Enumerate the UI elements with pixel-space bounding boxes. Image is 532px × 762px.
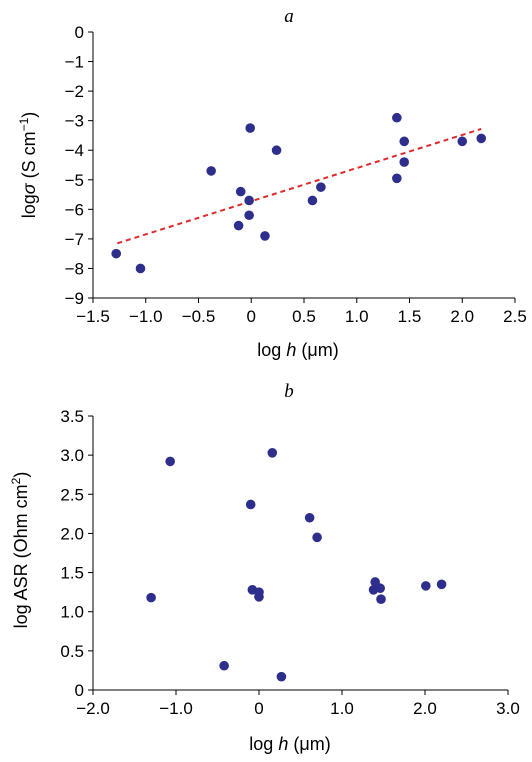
b-x-tick-label: 1.0	[330, 699, 354, 718]
b-x-tick-label: 3.0	[496, 699, 520, 718]
a-x-tick-label: 2.5	[503, 307, 527, 326]
b-data-point	[254, 592, 264, 602]
b-y-tick-label: 1.5	[60, 564, 84, 583]
a-data-point	[244, 195, 254, 206]
b-data-point	[312, 532, 322, 543]
panel-b-y-axis-title: log ASR (Ohm cm2)	[9, 472, 31, 629]
b-y-tick-label: 2.5	[60, 485, 84, 504]
panel-b-log-asr-chart: b −2.0 −1.0 0 1.0 2.0 3.0 0 0.5 1.0 1.5 2.0 2.5 3.0…	[9, 381, 520, 754]
a-data-point	[392, 112, 402, 123]
panel-a-y-axis-title: logσ (S cm−1)	[17, 112, 39, 219]
a-fit-line	[116, 127, 482, 245]
panel-b-points	[146, 447, 447, 682]
a-y-tick-label: 0	[75, 23, 84, 42]
a-x-tick-label: 0.5	[292, 307, 316, 326]
a-data-point	[307, 195, 318, 206]
a-data-point	[206, 166, 216, 176]
a-y-tick-label: −6	[65, 200, 84, 219]
panel-a-label: a	[284, 6, 294, 27]
panel-a-x-ticks: −1.5 −1.0 −0.5 0 0.5 1.0 1.5 2.0 2.5	[76, 298, 527, 326]
panel-a-log-sigma-chart: a −1.5 −1.0 −0.5 0 0.5 1.0 1.5 2.0 2.5 0 −1 −2 −3 −4…	[17, 6, 527, 360]
b-x-tick-label: −2.0	[76, 699, 110, 718]
b-data-point	[376, 594, 386, 604]
panel-a-points	[111, 112, 487, 274]
a-y-tick-label: −8	[65, 259, 84, 278]
a-y-tick-label: −1	[65, 53, 84, 72]
b-x-tick-label: 2.0	[413, 699, 437, 718]
a-x-tick-label: −1.5	[76, 307, 110, 326]
panel-a-y-ticks: 0 −1 −2 −3 −4 −5 −6 −7 −8 −9	[65, 23, 93, 308]
panel-a-fit-line-group	[116, 127, 482, 245]
a-data-point	[316, 182, 326, 192]
panel-b-y-ticks: 0 0.5 1.0 1.5 2.0 2.5 3.0 3.5	[60, 407, 93, 700]
b-y-tick-label: 3.5	[60, 407, 84, 426]
b-x-tick-label: −1.0	[159, 699, 193, 718]
a-y-tick-label: −4	[65, 141, 84, 160]
panel-b-x-axis-title: log h (μm)	[249, 734, 330, 754]
b-data-point	[146, 592, 156, 603]
b-data-point	[165, 456, 175, 467]
b-data-point	[245, 499, 256, 510]
b-data-point	[267, 447, 278, 458]
b-data-point	[276, 671, 287, 682]
b-y-tick-label: 2.0	[60, 524, 84, 543]
a-y-tick-label: −7	[65, 230, 84, 249]
a-data-point	[111, 248, 122, 259]
a-x-tick-label: 1.0	[345, 307, 369, 326]
a-x-tick-label: 1.5	[398, 307, 422, 326]
panel-a-x-axis-title: log h (μm)	[257, 340, 338, 360]
a-x-tick-label: −0.5	[182, 307, 216, 326]
a-data-point	[244, 210, 254, 221]
a-data-point	[476, 133, 487, 144]
b-y-tick-label: 1.0	[60, 603, 84, 622]
a-data-point	[245, 123, 255, 133]
a-y-tick-label: −2	[65, 82, 84, 101]
panel-a-axes	[92, 32, 515, 299]
b-data-point	[375, 583, 385, 594]
panel-b-label: b	[284, 381, 294, 402]
a-data-point	[135, 263, 146, 274]
panel-b-axes	[92, 416, 508, 691]
a-data-point	[233, 220, 244, 231]
a-y-tick-label: −5	[65, 171, 84, 190]
b-x-tick-label: 0	[254, 699, 263, 718]
b-data-point	[219, 660, 229, 671]
b-y-tick-label: 3.0	[60, 446, 84, 465]
panel-b-x-ticks: −2.0 −1.0 0 1.0 2.0 3.0	[76, 690, 520, 718]
b-y-tick-label: 0.5	[60, 642, 84, 661]
a-x-tick-label: −1.0	[129, 307, 163, 326]
a-data-point	[457, 136, 468, 147]
a-x-tick-label: 0	[247, 307, 256, 326]
b-data-point	[304, 512, 315, 523]
a-data-point	[271, 145, 282, 156]
a-data-point	[399, 157, 410, 167]
a-data-point	[235, 186, 246, 197]
b-y-tick-label: 0	[75, 681, 84, 700]
a-data-point	[392, 173, 402, 184]
b-data-point	[436, 579, 447, 590]
a-data-point	[399, 136, 410, 147]
a-data-point	[260, 231, 270, 241]
b-data-point	[421, 581, 431, 591]
a-x-tick-label: 2.0	[450, 307, 474, 326]
a-y-tick-label: −3	[65, 112, 84, 131]
a-y-tick-label: −9	[65, 289, 84, 308]
